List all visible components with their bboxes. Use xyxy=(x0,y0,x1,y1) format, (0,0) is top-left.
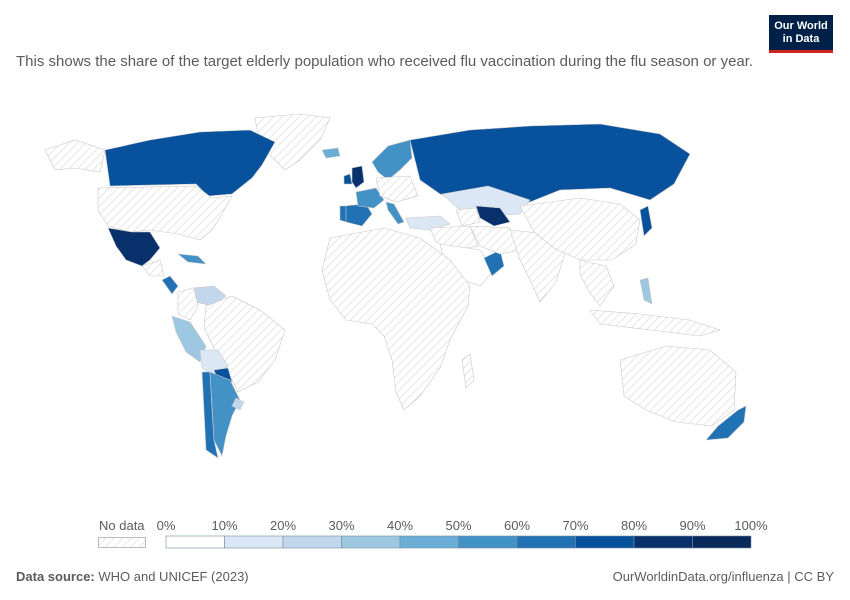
legend-color-scale xyxy=(165,535,752,549)
legend-bin-3[interactable] xyxy=(341,535,401,549)
region-uruguay[interactable] xyxy=(231,397,245,411)
region-philippines[interactable] xyxy=(639,277,653,305)
legend-tick-label: 40% xyxy=(386,518,414,533)
source-label: Data source: xyxy=(16,569,95,584)
region-central-asia[interactable] xyxy=(455,207,481,227)
legend-bin-7[interactable] xyxy=(575,535,635,549)
legend-tick-label: 20% xyxy=(269,518,297,533)
legend-bin-6[interactable] xyxy=(516,535,576,549)
region-cuba[interactable] xyxy=(177,253,207,265)
region-costa-rica[interactable] xyxy=(161,275,179,295)
region-madagascar[interactable] xyxy=(461,353,475,389)
region-colombia[interactable] xyxy=(177,287,199,321)
footer-source: Data source: WHO and UNICEF (2023) xyxy=(16,569,249,584)
legend-bin-8[interactable] xyxy=(633,535,693,549)
legend-no-data-label: No data xyxy=(99,518,145,533)
legend-tick-label: 60% xyxy=(503,518,531,533)
region-united-states[interactable] xyxy=(97,185,233,241)
region-portugal[interactable] xyxy=(339,205,347,223)
source-text: WHO and UNICEF (2023) xyxy=(98,569,249,584)
region-mexico[interactable] xyxy=(107,227,161,267)
region-alaska[interactable] xyxy=(44,139,106,173)
logo-line-1: Our World xyxy=(774,20,828,32)
region-france[interactable] xyxy=(355,187,385,209)
region-china[interactable] xyxy=(519,197,641,261)
legend-tick-label: 80% xyxy=(620,518,648,533)
region-new-zealand[interactable] xyxy=(705,405,747,441)
region-africa[interactable] xyxy=(321,227,471,411)
region-scandinavia[interactable] xyxy=(371,139,413,181)
region-uzbekistan[interactable] xyxy=(475,205,511,227)
region-iceland[interactable] xyxy=(321,147,341,159)
legend-tick-label: 50% xyxy=(445,518,472,533)
footer-links: OurWorldinData.org/influenza | CC BY xyxy=(613,569,834,584)
license-link[interactable]: CC BY xyxy=(794,569,834,584)
legend-tick-label: 0% xyxy=(156,518,176,533)
legend-bin-0[interactable] xyxy=(165,535,225,549)
region-central-europe[interactable] xyxy=(375,175,419,203)
footer-separator: | xyxy=(787,569,795,584)
legend-tick-label: 100% xyxy=(734,518,768,533)
legend-bin-5[interactable] xyxy=(458,535,518,549)
region-canada[interactable] xyxy=(104,129,276,197)
legend-bin-9[interactable] xyxy=(692,535,752,549)
region-turkey[interactable] xyxy=(405,215,451,231)
legend-tick-label: 30% xyxy=(328,518,355,533)
map-legend: No data 0% 10% 20% 30% 40% 50% 60% 70% 80% 90% 100… xyxy=(0,512,850,552)
region-southeast-asia[interactable] xyxy=(579,259,615,307)
legend-bin-4[interactable] xyxy=(399,535,459,549)
legend-tick-label: 90% xyxy=(679,518,706,533)
region-united-kingdom[interactable] xyxy=(351,165,365,189)
region-brazil[interactable] xyxy=(203,295,286,393)
region-australia[interactable] xyxy=(619,345,737,427)
region-indonesia[interactable] xyxy=(589,309,721,337)
legend-bin-2[interactable] xyxy=(282,535,342,549)
region-peru[interactable] xyxy=(171,315,207,363)
owid-logo[interactable]: Our World in Data xyxy=(769,15,833,53)
source-url-link[interactable]: OurWorldinData.org/influenza xyxy=(612,569,784,584)
world-map xyxy=(44,113,747,459)
legend-tick-label: 70% xyxy=(562,518,589,533)
logo-line-2: in Data xyxy=(782,33,820,45)
region-argentina[interactable] xyxy=(209,371,241,457)
region-japan[interactable] xyxy=(639,205,653,237)
legend-no-data-swatch xyxy=(98,537,146,548)
region-italy[interactable] xyxy=(385,201,405,225)
region-central-america[interactable] xyxy=(141,259,165,277)
legend-bin-1[interactable] xyxy=(224,535,284,549)
region-ireland[interactable] xyxy=(343,173,353,185)
legend-tick-label: 10% xyxy=(211,518,238,533)
region-iran[interactable] xyxy=(469,225,521,255)
region-oman[interactable] xyxy=(483,249,505,277)
chart-subtitle: This shows the share of the target elder… xyxy=(16,53,754,70)
